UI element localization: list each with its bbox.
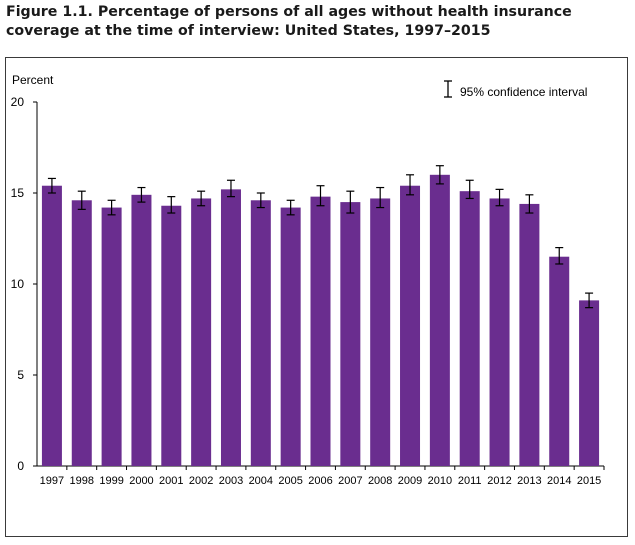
error-bar-2001 bbox=[167, 196, 176, 214]
bar-2006 bbox=[310, 196, 331, 466]
error-bar-2005 bbox=[286, 199, 295, 216]
error-bar-2004 bbox=[256, 192, 265, 209]
chart-frame bbox=[5, 57, 628, 537]
bar-2013 bbox=[519, 203, 540, 467]
x-tick-label-2013: 2013 bbox=[517, 475, 541, 487]
x-tick-label-2003: 2003 bbox=[219, 475, 243, 487]
error-bar-2008 bbox=[376, 186, 385, 209]
confidence-interval-legend-icon bbox=[444, 80, 452, 98]
y-tick-label: 5 bbox=[17, 368, 24, 382]
x-tick-label-2004: 2004 bbox=[249, 475, 273, 487]
error-bar-1999 bbox=[107, 199, 116, 216]
x-tick-label-2005: 2005 bbox=[278, 475, 302, 487]
error-bar-2002 bbox=[197, 190, 206, 207]
x-tick-label-1998: 1998 bbox=[70, 475, 94, 487]
error-bar-2015 bbox=[585, 292, 594, 309]
error-bar-2011 bbox=[465, 179, 474, 200]
error-bar-2003 bbox=[226, 179, 235, 198]
y-axis-label: Percent bbox=[12, 73, 54, 87]
x-tick-label-2006: 2006 bbox=[308, 475, 332, 487]
bar-2002 bbox=[191, 198, 212, 466]
error-bar-1998 bbox=[77, 190, 86, 210]
error-bars bbox=[47, 165, 594, 309]
bars bbox=[41, 174, 600, 467]
x-tick-label-2014: 2014 bbox=[547, 475, 571, 487]
figure-title: Figure 1.1. Percentage of persons of all… bbox=[6, 4, 572, 39]
error-bar-2006 bbox=[316, 185, 325, 207]
legend: 95% confidence interval bbox=[444, 80, 587, 99]
bar-1998 bbox=[71, 200, 92, 466]
bar-1997 bbox=[41, 185, 62, 466]
x-tick-label-2011: 2011 bbox=[458, 475, 482, 487]
x-tick-label-2001: 2001 bbox=[159, 475, 183, 487]
error-bar-2009 bbox=[406, 174, 415, 196]
x-tick-label-2015: 2015 bbox=[577, 475, 601, 487]
bar-2009 bbox=[400, 185, 421, 466]
x-tick-label-2012: 2012 bbox=[487, 475, 511, 487]
x-tick-label-2007: 2007 bbox=[338, 475, 362, 487]
error-bar-2014 bbox=[555, 247, 564, 265]
bar-2001 bbox=[161, 205, 182, 467]
bar-2008 bbox=[370, 198, 391, 466]
x-tick-labels: 1997 1998 1999 2000 2001 2002 2003 2004 2005 2006… bbox=[40, 466, 605, 487]
bar-2000 bbox=[131, 194, 152, 466]
bar-2012 bbox=[489, 198, 510, 466]
bar-2010 bbox=[429, 174, 450, 467]
bar-2005 bbox=[280, 207, 301, 466]
legend-label: 95% confidence interval bbox=[460, 85, 587, 99]
error-bar-1997 bbox=[47, 177, 56, 194]
bar-2011 bbox=[459, 191, 480, 466]
error-bar-2010 bbox=[435, 165, 444, 185]
x-tick-label-2009: 2009 bbox=[398, 475, 422, 487]
x-tick-label-1999: 1999 bbox=[99, 475, 123, 487]
bar-2014 bbox=[549, 256, 570, 466]
bar-2015 bbox=[579, 300, 600, 466]
bar-2003 bbox=[220, 189, 241, 467]
y-tick-label: 0 bbox=[17, 459, 24, 473]
y-tick-label: 10 bbox=[11, 277, 25, 291]
y-tick-labels: 0 5 10 15 20 bbox=[11, 95, 37, 473]
x-tick-label-1997: 1997 bbox=[40, 475, 64, 487]
x-tick-label-2008: 2008 bbox=[368, 475, 392, 487]
y-tick-label: 20 bbox=[11, 95, 25, 109]
bar-1999 bbox=[101, 207, 122, 466]
x-tick-label-2000: 2000 bbox=[129, 475, 153, 487]
error-bar-2013 bbox=[525, 194, 534, 214]
error-bar-2000 bbox=[137, 186, 146, 203]
y-tick-label: 15 bbox=[11, 186, 25, 200]
x-tick-label-2010: 2010 bbox=[428, 475, 452, 487]
bar-2004 bbox=[250, 200, 271, 466]
error-bar-2012 bbox=[495, 188, 504, 207]
bar-2007 bbox=[340, 202, 361, 466]
x-tick-label-2002: 2002 bbox=[189, 475, 213, 487]
error-bar-2007 bbox=[346, 190, 355, 214]
